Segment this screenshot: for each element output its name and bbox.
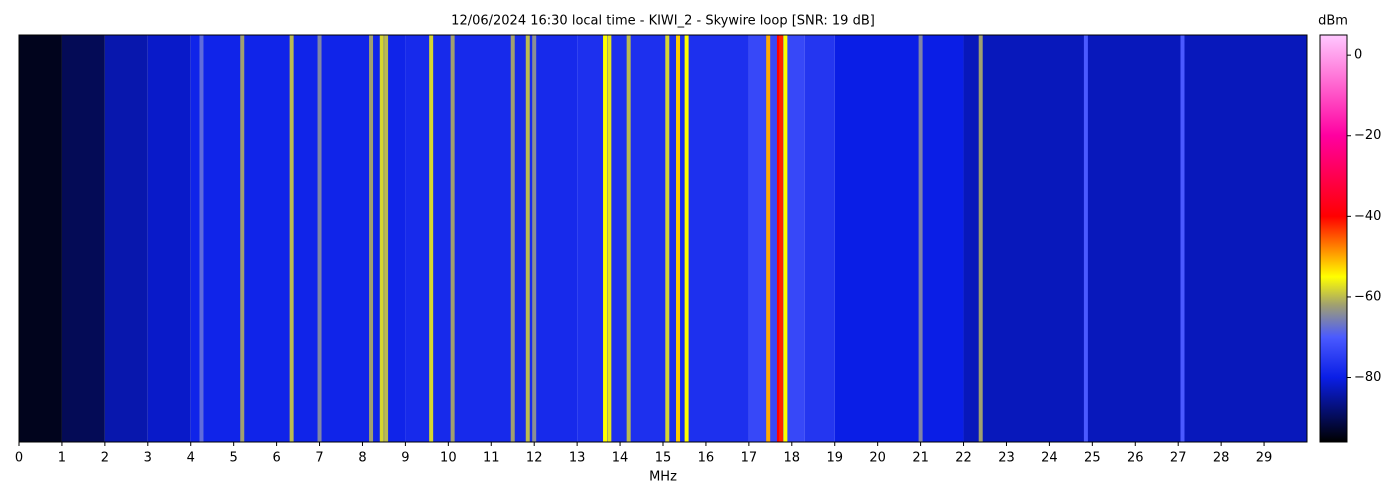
spectrum-band [577,35,749,442]
signal-carrier [918,35,923,442]
colorbar-tick-label: −20 [1354,128,1381,143]
signal-carrier [1083,35,1088,442]
signal-carrier [379,35,384,442]
x-tick-label: 12 [526,451,543,466]
signal-carrier [510,35,515,442]
colorbar-tick-label: −60 [1354,289,1381,304]
spectrum-band [405,35,578,442]
colorbar [1319,34,1348,443]
x-tick-label: 23 [998,451,1015,466]
x-tick-label: 24 [1041,451,1058,466]
signal-carrier [607,35,612,442]
signal-carrier [779,35,784,442]
spectrum-band [834,35,964,442]
signal-carrier [684,35,689,442]
x-tick-label: 14 [612,451,629,466]
x-tick-label: 20 [869,451,886,466]
spectrum-band [61,35,105,442]
spectrum-band [804,35,835,442]
signal-carrier [676,35,681,442]
signal-carrier [289,35,294,442]
x-axis-label: MHz [649,470,677,485]
x-tick-label: 11 [483,451,500,466]
x-tick-label: 17 [741,451,758,466]
colorbar-tick-label: −40 [1354,209,1381,224]
x-tick-label: 21 [912,451,929,466]
signal-carrier [369,35,374,442]
colorbar-label: dBm [1318,14,1348,29]
signal-carrier [384,35,389,442]
signal-carrier [626,35,631,442]
x-tick-label: 18 [784,451,801,466]
x-tick-label: 3 [144,451,152,466]
colorbar-tick-label: 0 [1354,48,1362,63]
x-tick-label: 0 [15,451,23,466]
signal-carrier [450,35,455,442]
x-tick-label: 4 [187,451,195,466]
x-tick-label: 16 [698,451,715,466]
signal-carrier [532,35,537,442]
x-tick-label: 5 [230,451,238,466]
spectrum-band [147,35,191,442]
signal-carrier [766,35,771,442]
x-tick-label: 8 [358,451,366,466]
spectrum-band [19,35,62,442]
x-tick-label: 15 [655,451,672,466]
signal-carrier [525,35,530,442]
x-tick-label: 2 [101,451,109,466]
signal-carrier [1180,35,1185,442]
signal-carrier [240,35,245,442]
signal-carrier [199,35,204,442]
signal-carrier [317,35,322,442]
x-tick-label: 28 [1213,451,1230,466]
chart-title: 12/06/2024 16:30 local time - KIWI_2 - S… [451,14,875,29]
x-tick-label: 26 [1127,451,1144,466]
x-tick-label: 22 [955,451,972,466]
x-tick-label: 19 [826,451,843,466]
x-tick-label: 29 [1256,451,1273,466]
spectrum-band [190,35,406,442]
signal-carrier [776,35,781,442]
spectrum-band [963,35,1307,442]
x-tick-label: 1 [58,451,66,466]
x-tick-label: 10 [440,451,457,466]
spectrum-band [748,35,805,442]
signal-carrier [665,35,670,442]
x-tick-label: 13 [569,451,586,466]
signal-carrier [429,35,434,442]
colorbar-tick-label: −80 [1354,370,1381,385]
signal-carrier [783,35,788,442]
x-tick-label: 7 [315,451,323,466]
signal-carrier [978,35,983,442]
x-tick-label: 25 [1084,451,1101,466]
spectrum-band [104,35,148,442]
x-tick-label: 6 [272,451,280,466]
x-tick-label: 9 [401,451,409,466]
x-tick-label: 27 [1170,451,1187,466]
signal-carrier [603,35,608,442]
